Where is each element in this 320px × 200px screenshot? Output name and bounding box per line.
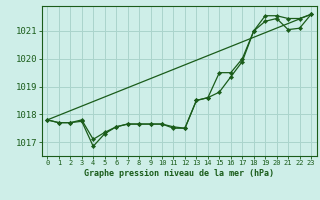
X-axis label: Graphe pression niveau de la mer (hPa): Graphe pression niveau de la mer (hPa) xyxy=(84,169,274,178)
